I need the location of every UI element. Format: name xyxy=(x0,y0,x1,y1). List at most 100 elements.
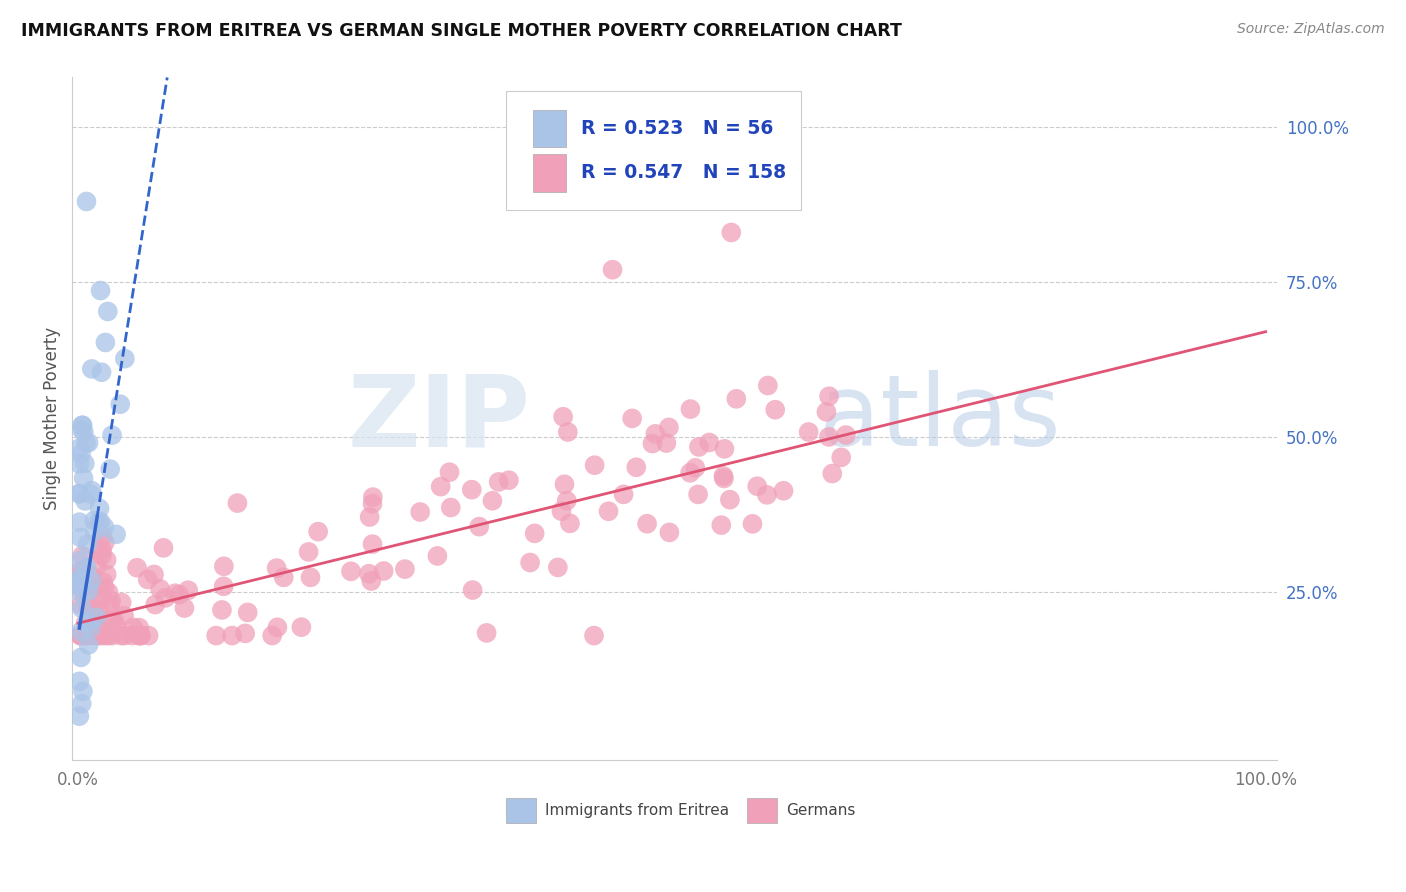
Point xyxy=(89,501,111,516)
Point xyxy=(439,465,461,479)
Point xyxy=(461,483,484,497)
Point xyxy=(87,515,110,529)
Point xyxy=(720,226,742,240)
Point xyxy=(713,442,735,456)
Point xyxy=(70,447,93,461)
Point xyxy=(468,519,491,533)
Point xyxy=(481,493,503,508)
Point xyxy=(70,598,93,612)
Point xyxy=(818,389,841,403)
Point xyxy=(155,591,177,605)
Point xyxy=(641,436,664,450)
Point xyxy=(70,629,93,643)
Point xyxy=(221,629,243,643)
Point xyxy=(429,480,451,494)
Point xyxy=(658,525,681,540)
Point xyxy=(67,441,90,455)
Point xyxy=(70,549,93,563)
Point xyxy=(69,564,91,578)
Point xyxy=(70,697,93,711)
Point xyxy=(70,582,93,596)
Point xyxy=(361,490,384,504)
Point xyxy=(80,591,103,606)
Point xyxy=(94,335,117,350)
Point xyxy=(112,608,135,623)
Point xyxy=(69,585,91,599)
Point xyxy=(75,629,97,643)
Point xyxy=(69,571,91,585)
FancyBboxPatch shape xyxy=(506,91,801,211)
Point xyxy=(697,435,720,450)
Point xyxy=(82,601,104,615)
Point xyxy=(94,535,117,549)
Point xyxy=(97,585,120,599)
Point xyxy=(340,564,363,578)
Point xyxy=(67,515,90,529)
Point xyxy=(90,629,112,643)
Point xyxy=(815,405,838,419)
Point xyxy=(710,518,733,533)
Point xyxy=(98,598,121,612)
Point xyxy=(91,575,114,590)
Point xyxy=(83,581,105,595)
Point xyxy=(122,620,145,634)
Point xyxy=(394,562,416,576)
Point xyxy=(211,603,233,617)
Point xyxy=(70,650,93,665)
Point xyxy=(125,560,148,574)
Point xyxy=(105,527,128,541)
Point xyxy=(101,629,124,643)
Point xyxy=(90,284,112,298)
Point xyxy=(67,674,90,689)
Point xyxy=(103,613,125,627)
Point xyxy=(602,262,624,277)
Point xyxy=(72,471,94,485)
Point xyxy=(488,475,510,489)
Point xyxy=(72,684,94,698)
Point xyxy=(97,629,120,643)
Point xyxy=(359,510,381,524)
Point xyxy=(76,615,98,630)
Point xyxy=(360,574,382,588)
Point xyxy=(821,467,844,481)
Point xyxy=(96,553,118,567)
Point xyxy=(101,428,124,442)
Point xyxy=(90,591,112,605)
Text: R = 0.547   N = 158: R = 0.547 N = 158 xyxy=(581,163,786,183)
Point xyxy=(658,420,681,434)
Point xyxy=(152,541,174,555)
Point xyxy=(143,598,166,612)
Point xyxy=(79,487,101,501)
Bar xyxy=(533,154,567,192)
Point xyxy=(96,567,118,582)
Point xyxy=(582,629,605,643)
Point xyxy=(818,430,841,444)
Point xyxy=(114,351,136,366)
Point xyxy=(72,418,94,433)
Point xyxy=(725,392,748,406)
Point xyxy=(77,584,100,599)
Point xyxy=(90,365,112,379)
Point xyxy=(835,428,858,442)
Point xyxy=(550,504,572,518)
Point xyxy=(713,471,735,485)
Point xyxy=(149,582,172,596)
Text: ZIP: ZIP xyxy=(347,370,530,467)
Point xyxy=(67,554,90,568)
Text: Source: ZipAtlas.com: Source: ZipAtlas.com xyxy=(1237,22,1385,37)
Point xyxy=(76,622,98,636)
Point xyxy=(80,362,103,376)
Point xyxy=(523,526,546,541)
Point xyxy=(426,549,449,563)
Point xyxy=(655,436,678,450)
Point xyxy=(440,500,463,515)
Point xyxy=(93,581,115,595)
Point xyxy=(553,477,575,491)
Point xyxy=(361,497,384,511)
Point xyxy=(70,566,93,580)
Point xyxy=(297,545,319,559)
Point xyxy=(114,629,136,643)
Point xyxy=(475,626,498,640)
Point xyxy=(84,610,107,624)
Point xyxy=(69,629,91,643)
